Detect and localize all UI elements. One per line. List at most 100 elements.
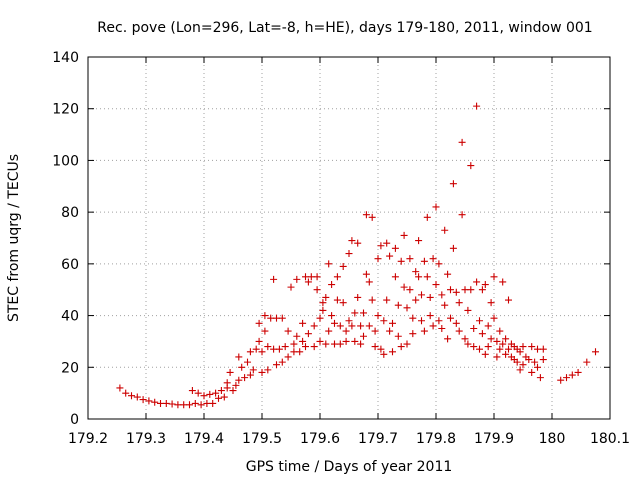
data-point	[502, 350, 510, 358]
data-point	[493, 353, 501, 361]
data-point	[380, 317, 388, 325]
x-tick-label: 179.6	[300, 431, 340, 447]
data-point	[244, 358, 251, 366]
y-tick-label: 60	[61, 257, 79, 273]
data-point	[313, 273, 321, 281]
data-point	[429, 255, 437, 263]
data-point	[536, 374, 544, 382]
data-point	[281, 343, 289, 351]
data-point	[423, 213, 431, 221]
data-point	[342, 337, 350, 345]
data-point	[409, 314, 417, 322]
data-point	[403, 304, 411, 312]
data-point	[557, 376, 565, 384]
data-point	[458, 211, 466, 219]
data-point	[406, 286, 414, 294]
data-point	[467, 286, 475, 294]
data-point	[583, 358, 591, 366]
data-point	[487, 299, 495, 307]
data-point	[339, 299, 347, 307]
data-point	[447, 314, 454, 322]
data-point	[116, 384, 124, 392]
data-point	[290, 340, 298, 348]
data-point	[333, 296, 341, 304]
data-point	[470, 325, 478, 332]
data-point	[496, 345, 504, 353]
data-point	[386, 252, 394, 260]
data-point	[383, 296, 391, 304]
data-point	[284, 327, 292, 335]
data-point	[391, 273, 399, 281]
data-point	[264, 343, 272, 351]
y-axis-label: STEC from uqrg / TECUs	[6, 154, 22, 322]
data-point	[212, 389, 220, 397]
data-point	[415, 273, 423, 281]
data-point	[348, 322, 356, 330]
data-point	[345, 317, 353, 325]
data-point	[389, 348, 396, 356]
data-point	[235, 376, 243, 384]
data-point	[191, 399, 199, 407]
data-point	[490, 314, 498, 322]
data-point	[441, 226, 449, 234]
data-point	[528, 343, 536, 351]
data-point	[264, 366, 272, 374]
data-point	[447, 286, 454, 294]
data-point	[235, 353, 243, 361]
data-point	[328, 281, 336, 289]
data-point	[377, 345, 385, 353]
data-point	[293, 275, 301, 283]
data-point	[232, 381, 240, 389]
data-point	[342, 327, 350, 335]
chart-title: Rec. pove (Lon=296, Lat=-8, h=HE), days …	[97, 20, 592, 36]
data-point	[473, 102, 481, 110]
data-point	[293, 332, 301, 340]
data-point	[371, 343, 379, 351]
data-point	[531, 358, 539, 366]
data-point	[304, 278, 312, 286]
data-point	[394, 301, 402, 309]
data-point	[415, 237, 423, 245]
data-point	[464, 306, 472, 314]
data-point	[418, 317, 425, 325]
data-point	[261, 312, 269, 320]
data-point	[351, 309, 359, 317]
data-point	[371, 327, 379, 335]
data-point	[397, 343, 405, 351]
data-point	[574, 368, 582, 376]
data-point	[252, 345, 260, 353]
data-point	[258, 348, 266, 356]
data-point	[215, 394, 222, 402]
x-tick-label: 179.4	[184, 431, 224, 447]
data-point	[255, 337, 263, 345]
data-point	[444, 270, 452, 278]
data-point	[534, 363, 541, 371]
data-point	[365, 278, 373, 286]
data-point	[238, 363, 246, 371]
data-point	[139, 396, 147, 404]
data-point	[516, 366, 524, 374]
data-point	[374, 255, 382, 263]
data-point	[310, 322, 318, 330]
data-point	[322, 293, 330, 301]
data-point	[432, 281, 440, 289]
data-point	[505, 345, 512, 353]
data-point	[449, 180, 457, 188]
data-point	[481, 281, 489, 289]
data-point	[336, 322, 344, 330]
data-point	[455, 327, 463, 335]
data-point	[362, 270, 370, 278]
data-point	[362, 211, 370, 219]
data-point	[188, 387, 196, 395]
data-point	[186, 401, 193, 409]
data-point	[336, 340, 344, 348]
data-point	[432, 203, 440, 211]
data-point	[128, 392, 135, 400]
data-point	[519, 343, 527, 351]
data-point	[426, 293, 434, 301]
data-point	[331, 319, 338, 327]
x-tick-label: 180	[539, 431, 566, 447]
data-point	[368, 213, 376, 221]
data-point	[380, 350, 388, 358]
